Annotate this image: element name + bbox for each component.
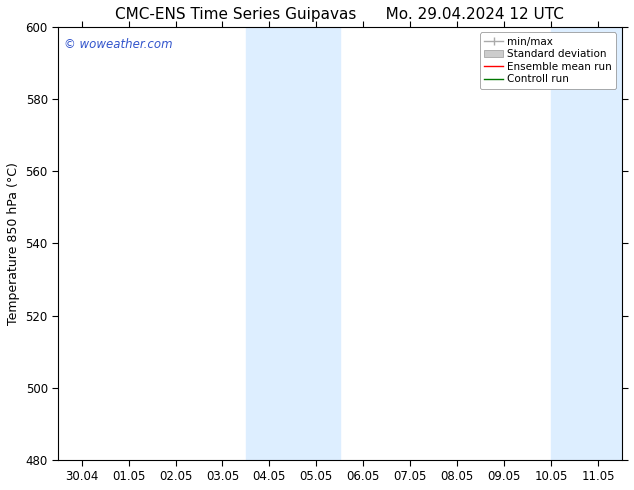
Bar: [246, 27, 340, 460]
Text: © woweather.com: © woweather.com: [64, 38, 172, 51]
Y-axis label: Temperature 850 hPa (°C): Temperature 850 hPa (°C): [7, 162, 20, 325]
Title: CMC-ENS Time Series Guipavas      Mo. 29.04.2024 12 UTC: CMC-ENS Time Series Guipavas Mo. 29.04.2…: [115, 7, 564, 22]
Legend: min/max, Standard deviation, Ensemble mean run, Controll run: min/max, Standard deviation, Ensemble me…: [481, 32, 616, 89]
Bar: [551, 27, 621, 460]
